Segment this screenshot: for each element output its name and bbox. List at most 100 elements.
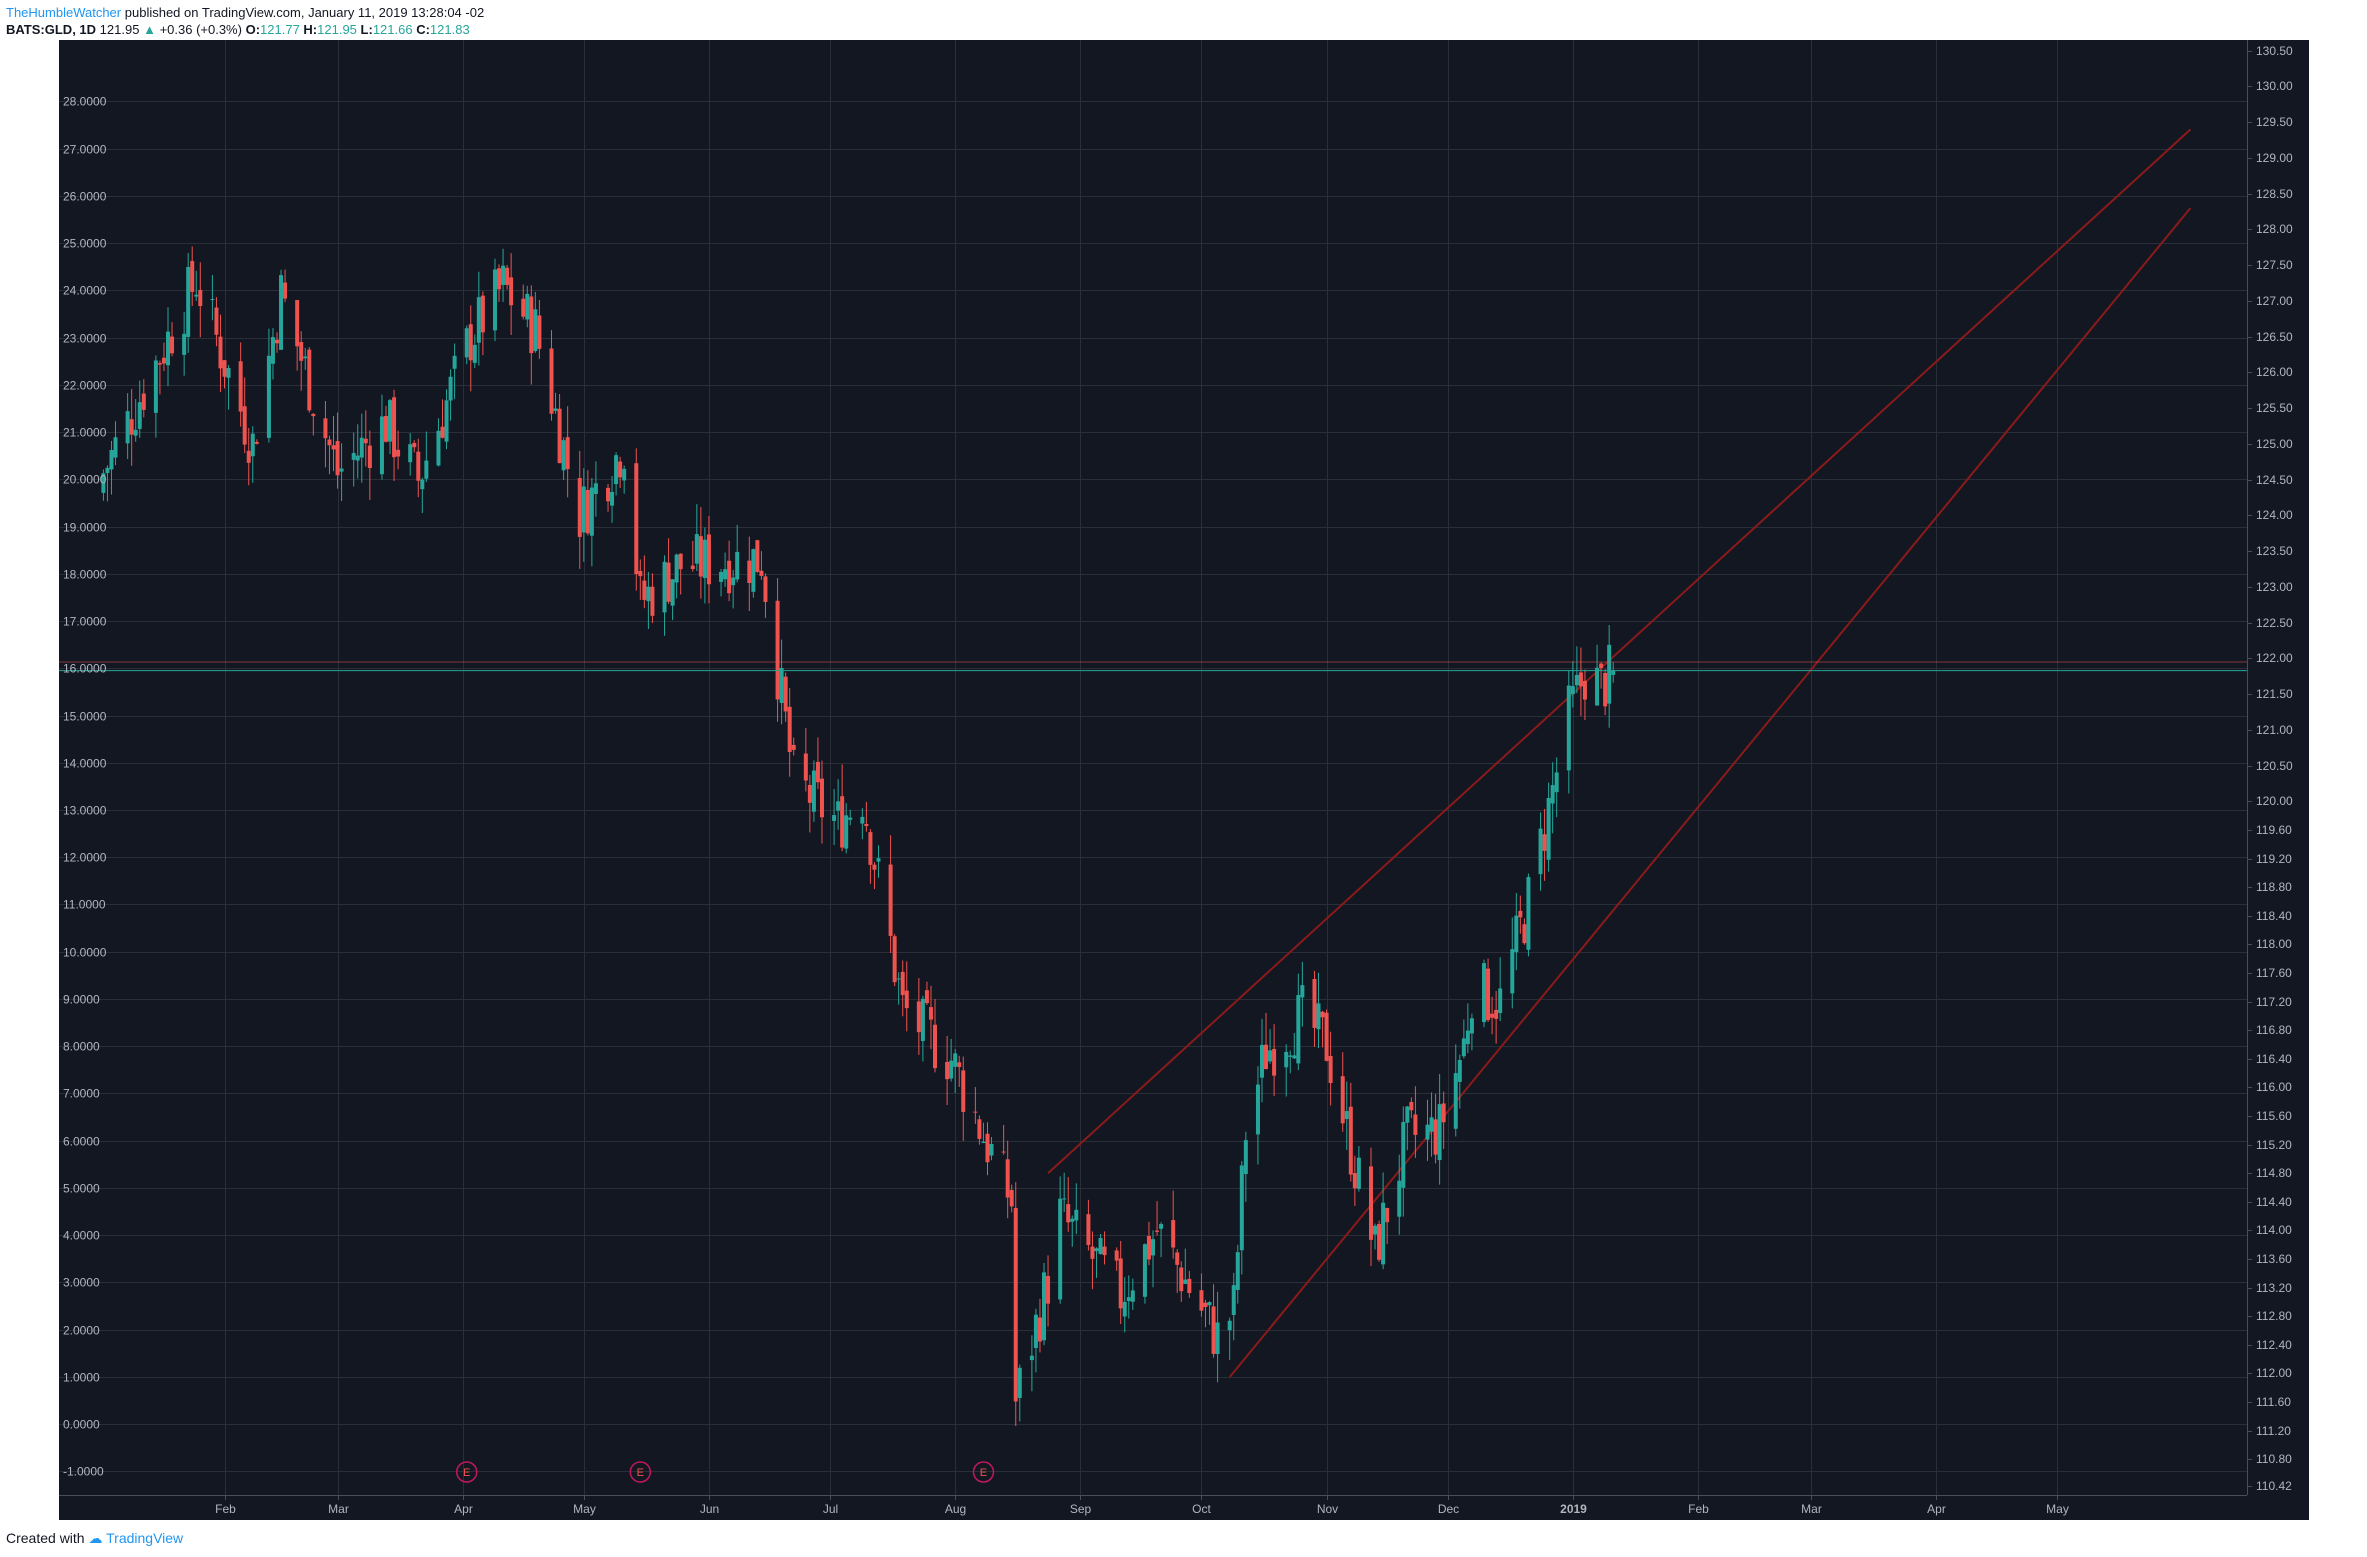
candle-body bbox=[1259, 1044, 1264, 1078]
candle-body bbox=[1373, 1225, 1378, 1235]
candle-body bbox=[561, 440, 566, 471]
candle-body bbox=[1009, 1190, 1014, 1207]
candle bbox=[678, 553, 683, 595]
right-axis-tick-label: 124.50 bbox=[2256, 473, 2293, 487]
left-axis-tick-label: 16.0000 bbox=[63, 662, 107, 676]
candle bbox=[1522, 918, 1527, 945]
candle-body bbox=[1377, 1224, 1382, 1260]
candle-body bbox=[295, 300, 300, 347]
candle bbox=[1413, 1086, 1418, 1158]
candle bbox=[408, 433, 413, 476]
candle-body bbox=[1046, 1276, 1051, 1304]
candle-body bbox=[723, 569, 728, 580]
candle bbox=[1187, 1270, 1192, 1298]
candle-body bbox=[706, 534, 711, 585]
symbol-label[interactable]: BATS:GLD, 1D bbox=[6, 22, 97, 37]
right-axis-tick-label: 127.00 bbox=[2256, 294, 2293, 308]
candle bbox=[1199, 1273, 1204, 1317]
author-link[interactable]: TheHumbleWatcher bbox=[6, 5, 122, 20]
right-axis-tick-label: 116.40 bbox=[2256, 1052, 2292, 1066]
candle-body bbox=[440, 426, 445, 438]
candle-body bbox=[577, 477, 582, 537]
candle-body bbox=[1510, 949, 1515, 994]
right-axis-tick-label: 128.50 bbox=[2256, 187, 2293, 201]
candle-body bbox=[1146, 1235, 1151, 1260]
candle-body bbox=[1566, 685, 1571, 771]
candle-body bbox=[1207, 1302, 1212, 1306]
candle-body bbox=[1429, 1117, 1434, 1132]
candle bbox=[775, 578, 780, 722]
x-axis-tick-label: 2019 bbox=[1560, 1502, 1587, 1516]
candle-body bbox=[1142, 1244, 1147, 1297]
candle bbox=[182, 311, 187, 376]
candle-body bbox=[497, 268, 502, 290]
candle-body bbox=[270, 337, 275, 364]
candle bbox=[557, 393, 562, 464]
price-chart[interactable]: 121.95121.83 EEE 28.000027.000026.000025… bbox=[59, 40, 2309, 1520]
candle-body bbox=[299, 342, 304, 361]
candle bbox=[581, 468, 586, 562]
candle bbox=[424, 431, 429, 483]
candle-body bbox=[1179, 1267, 1184, 1292]
candle bbox=[1042, 1262, 1047, 1346]
right-axis-tick-label: 126.50 bbox=[2256, 330, 2293, 344]
candle bbox=[1542, 808, 1547, 881]
candle-body bbox=[731, 577, 736, 586]
candle bbox=[949, 1038, 954, 1082]
candle bbox=[868, 829, 873, 884]
candle bbox=[198, 262, 203, 338]
candle bbox=[335, 412, 340, 489]
open-label: O: bbox=[245, 22, 261, 37]
candle bbox=[985, 1122, 990, 1176]
candle-body bbox=[388, 400, 393, 442]
candle-body bbox=[973, 1111, 978, 1113]
candle-body bbox=[1320, 1011, 1325, 1018]
candle bbox=[1001, 1124, 1006, 1155]
candle-body bbox=[1199, 1290, 1204, 1311]
candle-body bbox=[1425, 1124, 1430, 1140]
right-axis-tick-label: 125.00 bbox=[2256, 437, 2293, 451]
candle bbox=[270, 328, 275, 380]
candle bbox=[706, 516, 711, 604]
candle bbox=[698, 506, 703, 599]
candle bbox=[1401, 1106, 1406, 1217]
candle bbox=[916, 978, 921, 1055]
candle bbox=[904, 961, 909, 1032]
candle bbox=[420, 477, 425, 514]
earnings-marker-label: E bbox=[463, 1467, 470, 1479]
ohlc-line: BATS:GLD, 1D 121.95 ▲ +0.36 (+0.3%) O:12… bbox=[6, 21, 2306, 38]
candle bbox=[1469, 1013, 1474, 1051]
candle bbox=[1526, 873, 1531, 957]
candle bbox=[1582, 669, 1587, 721]
candle bbox=[1486, 958, 1491, 1023]
candle bbox=[279, 269, 284, 350]
candle-body bbox=[819, 778, 824, 818]
left-axis-tick-label: 9.0000 bbox=[63, 993, 100, 1007]
candle-body bbox=[1231, 1285, 1236, 1315]
left-axis-tick-label: 11.0000 bbox=[63, 898, 106, 912]
candle-body bbox=[1001, 1151, 1006, 1153]
right-axis-tick-label: 121.00 bbox=[2256, 723, 2293, 737]
candle-body bbox=[1574, 674, 1579, 686]
candle-body bbox=[1090, 1246, 1095, 1259]
right-axis-tick-label: 117.60 bbox=[2256, 966, 2292, 980]
tradingview-link[interactable]: TradingView bbox=[106, 1530, 184, 1546]
candle-body bbox=[392, 397, 397, 458]
candle bbox=[521, 284, 526, 320]
candle bbox=[1086, 1199, 1091, 1251]
candle bbox=[1356, 1145, 1361, 1192]
candle-body bbox=[1239, 1165, 1244, 1251]
candle bbox=[1235, 1244, 1240, 1304]
candle-body bbox=[957, 1062, 962, 1068]
candle-body bbox=[1546, 797, 1551, 860]
candle-body bbox=[916, 1001, 921, 1033]
candle bbox=[735, 524, 740, 583]
candle bbox=[379, 394, 384, 480]
candle bbox=[537, 299, 542, 359]
right-axis-tick-label: 118.00 bbox=[2256, 937, 2292, 951]
earnings-marker-label: E bbox=[637, 1467, 644, 1479]
candle bbox=[1409, 1097, 1414, 1119]
candle bbox=[1300, 961, 1305, 1027]
candle bbox=[1405, 1105, 1410, 1151]
candle bbox=[606, 483, 611, 512]
